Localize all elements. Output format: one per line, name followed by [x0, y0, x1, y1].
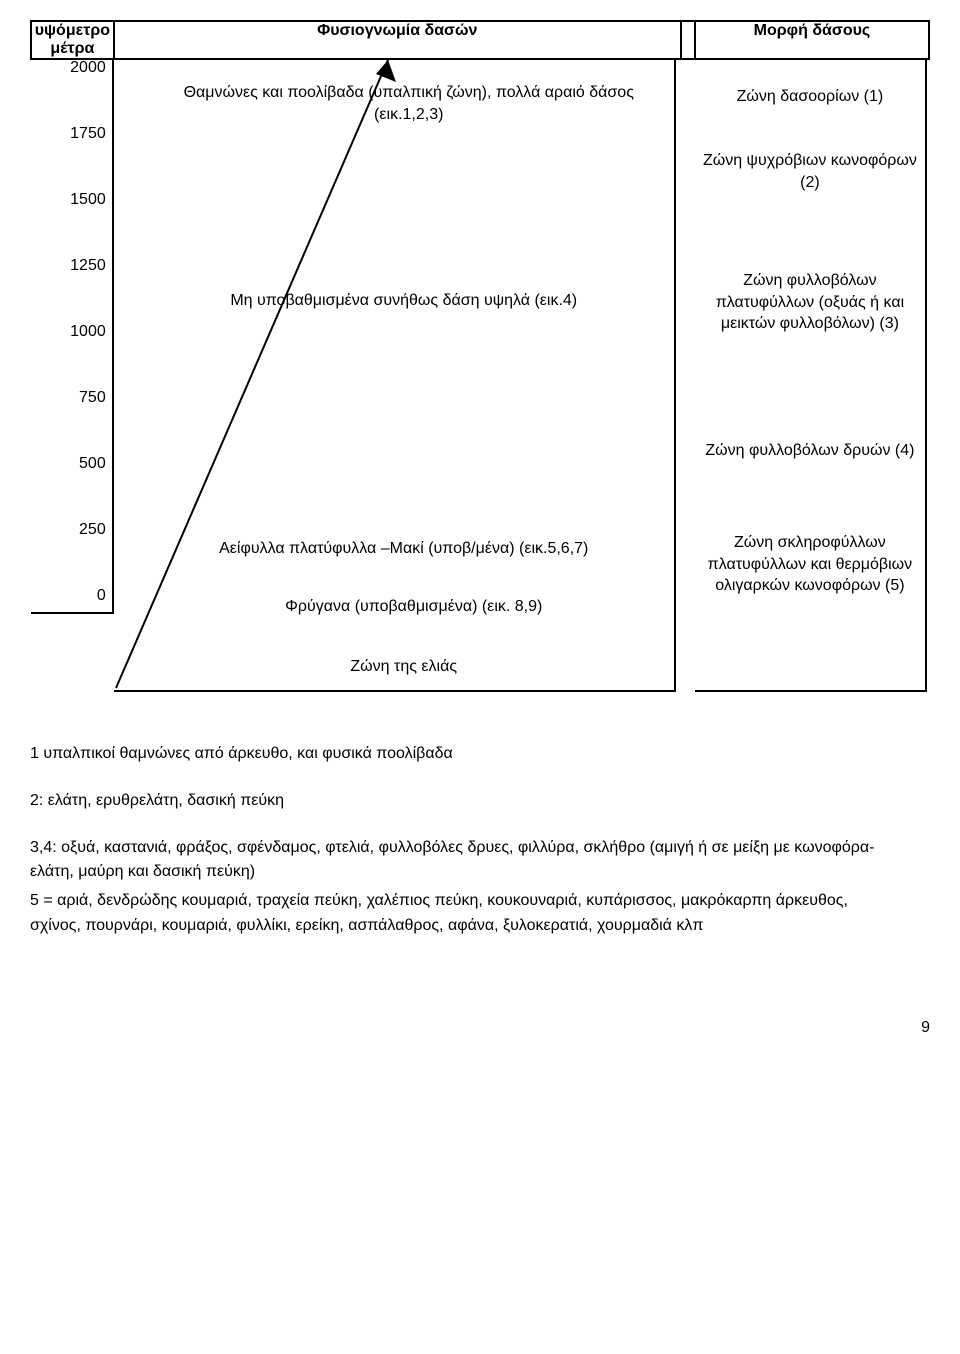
- axis-tick: 1000: [31, 324, 114, 390]
- legend-item-1: 1 υπαλπικοί θαμνώνες από άρκευθο, και φυ…: [30, 742, 890, 767]
- zone-4: Ζώνη φυλλοβόλων δρυών (4): [695, 436, 925, 466]
- arrow-head: [376, 60, 396, 82]
- forest-form-box: Ζώνη δασοορίων (1) Ζώνη ψυχρόβιων κωνοφό…: [695, 60, 927, 692]
- axis-tick: 1750: [31, 126, 114, 192]
- header-forest-form: Μορφή δάσους: [695, 21, 929, 59]
- note-alpine: Θαμνώνες και ποολίβαδα (υπαλπική ζώνη), …: [174, 82, 644, 125]
- forest-form-column: Ζώνη δασοορίων (1) Ζώνη ψυχρόβιων κωνοφό…: [695, 59, 929, 692]
- zone-1: Ζώνη δασοορίων (1): [695, 82, 925, 112]
- axis-tick: 2000: [31, 60, 114, 126]
- zone-2: Ζώνη ψυχρόβιων κωνοφόρων (2): [695, 146, 925, 197]
- legend-item-3-4: 3,4: οξυά, καστανιά, φράξος, σφένδαμος, …: [30, 836, 890, 886]
- axis-tick: 750: [31, 390, 114, 456]
- chart-box: Θαμνώνες και ποολίβαδα (υπαλπική ζώνη), …: [114, 60, 676, 692]
- axis-tick: 0: [31, 588, 114, 614]
- forest-zone-diagram: υψόμετρο μέτρα Φυσιογνωμία δασών Μορφή δ…: [30, 20, 930, 692]
- arrow-line: [116, 60, 388, 688]
- legend-item-5: 5 = αριά, δενδρώδης κουμαριά, τραχεία πε…: [30, 889, 890, 939]
- axis-tick: 1250: [31, 258, 114, 324]
- note-olive-zone: Ζώνη της ελιάς: [294, 656, 514, 678]
- page-number: 9: [30, 1019, 930, 1037]
- altitude-axis: 2000 1750 1500 1250 1000 750 500 250 0: [31, 59, 114, 692]
- page: υψόμετρο μέτρα Φυσιογνωμία δασών Μορφή δ…: [0, 0, 960, 1077]
- header-gap: [681, 21, 695, 59]
- note-high-forest: Μη υποβαθμισμένα συνήθως δάση υψηλά (εικ…: [184, 290, 624, 312]
- axis-tick: 250: [31, 522, 114, 588]
- header-altimeter: υψόμετρο μέτρα: [31, 21, 114, 59]
- gap-col: [681, 59, 695, 692]
- zone-5: Ζώνη σκληροφύλλων πλατυφύλλων και θερμόβ…: [695, 528, 925, 601]
- note-phrygana: Φρύγανα (υποβαθμισμένα) (εικ. 8,9): [234, 596, 594, 618]
- body-row: 2000 1750 1500 1250 1000 750 500 250 0 Θ…: [31, 59, 929, 692]
- header-row: υψόμετρο μέτρα Φυσιογνωμία δασών Μορφή δ…: [31, 21, 929, 59]
- legend-item-2: 2: ελάτη, ερυθρελάτη, δασική πεύκη: [30, 789, 890, 814]
- axis-tick: 500: [31, 456, 114, 522]
- zone-3: Ζώνη φυλλοβόλων πλατυφύλλων (οξυάς ή και…: [695, 266, 925, 339]
- axis-tick: 1500: [31, 192, 114, 258]
- legend-block: 1 υπαλπικοί θαμνώνες από άρκευθο, και φυ…: [30, 742, 890, 939]
- header-physiognomy: Φυσιογνωμία δασών: [114, 21, 681, 59]
- note-maquis: Αείφυλλα πλατύφυλλα –Μακί (υποβ/μένα) (ε…: [184, 538, 624, 560]
- chart-area: Θαμνώνες και ποολίβαδα (υπαλπική ζώνη), …: [114, 59, 681, 692]
